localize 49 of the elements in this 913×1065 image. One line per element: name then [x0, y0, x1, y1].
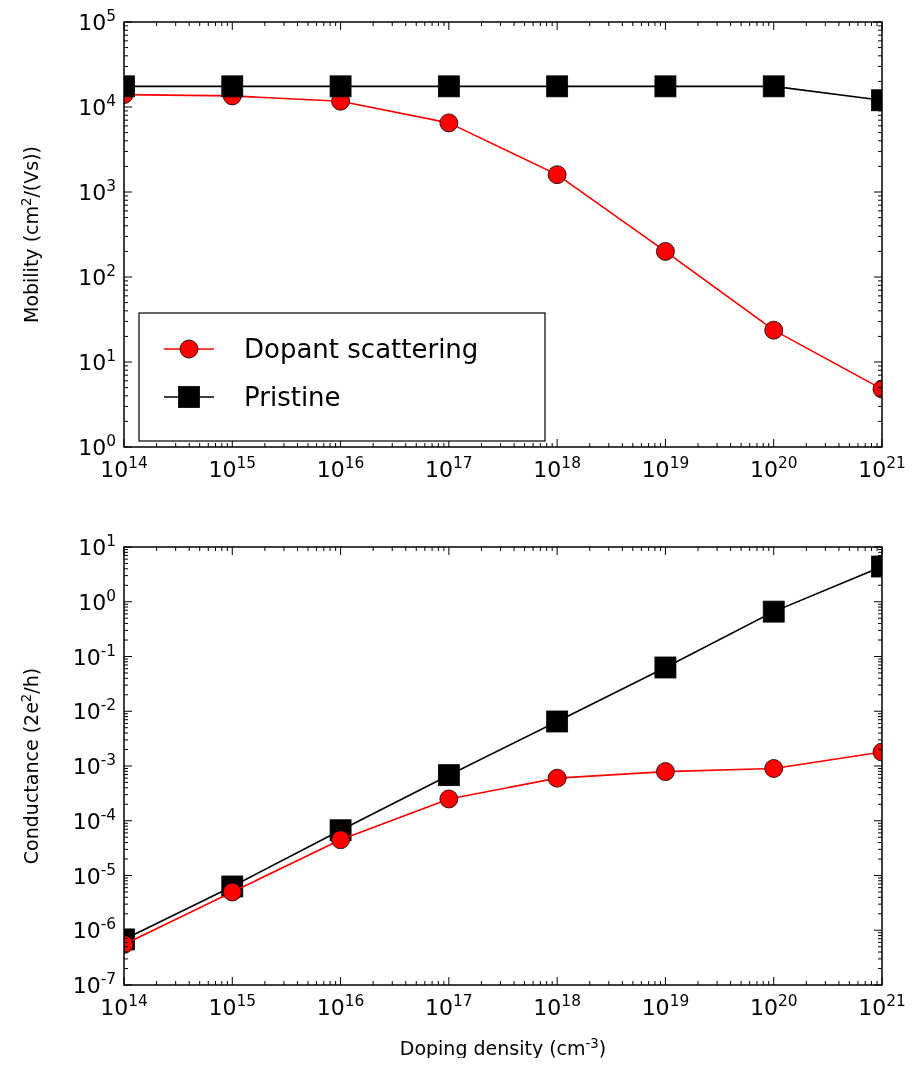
point	[656, 242, 675, 261]
point	[439, 113, 459, 133]
y-tick-label: 10$^{1}$	[78, 532, 116, 560]
point	[221, 75, 244, 98]
y-tick-label: 10$^{3}$	[78, 177, 116, 205]
point	[329, 75, 352, 98]
x-tick-label: 10$^{19}$	[641, 454, 690, 482]
point	[764, 759, 784, 778]
point	[656, 762, 675, 782]
x-tick-label: 10$^{18}$	[533, 454, 581, 482]
x-tick-label: 10$^{21}$	[858, 992, 906, 1020]
y-tick-label: 10$^{-6}$	[72, 915, 116, 944]
legend-label: Dopant scattering	[244, 334, 479, 364]
y-tick-label: 10$^{0}$	[78, 586, 116, 615]
x-tick-label: 10$^{20}$	[749, 454, 798, 482]
y-tick-label: 10$^{4}$	[78, 92, 116, 120]
point	[437, 75, 460, 98]
point	[546, 75, 569, 98]
y-tick-label: 10$^{-1}$	[72, 641, 116, 670]
x-tick-label: 10$^{19}$	[641, 992, 690, 1020]
point	[222, 882, 242, 902]
x-tick-label: 10$^{18}$	[533, 992, 581, 1020]
y-tick-label: 10$^{-3}$	[72, 751, 116, 779]
x-tick-label: 10$^{17}$	[425, 454, 473, 482]
point	[762, 75, 785, 98]
point	[547, 165, 567, 185]
x-tick-label: 10$^{15}$	[208, 992, 257, 1020]
x-tick-label: 10$^{20}$	[749, 992, 798, 1020]
point	[762, 600, 785, 623]
x-tick-label: 10$^{15}$	[208, 454, 257, 482]
y-tick-label: 10$^{-5}$	[72, 860, 116, 889]
legend-label: Pristine	[244, 382, 341, 412]
y-tick-label: 10$^{-4}$	[72, 805, 116, 834]
point	[547, 768, 567, 788]
point	[654, 656, 677, 679]
point	[439, 789, 459, 809]
point	[437, 764, 460, 787]
point	[546, 710, 569, 733]
y-tick-label: 10$^{-2}$	[72, 696, 116, 725]
x-tick-label: 10$^{21}$	[858, 454, 906, 482]
point	[331, 830, 350, 850]
y-tick-label: 10$^{1}$	[78, 347, 116, 375]
y-tick-label: 10$^{2}$	[78, 262, 116, 290]
point	[654, 75, 677, 98]
y-tick-label: 10$^{5}$	[78, 7, 116, 35]
x-tick-label: 10$^{16}$	[316, 454, 365, 482]
x-tick-label: 10$^{16}$	[316, 992, 365, 1020]
x-tick-label: 10$^{17}$	[425, 992, 473, 1020]
point	[764, 320, 784, 340]
